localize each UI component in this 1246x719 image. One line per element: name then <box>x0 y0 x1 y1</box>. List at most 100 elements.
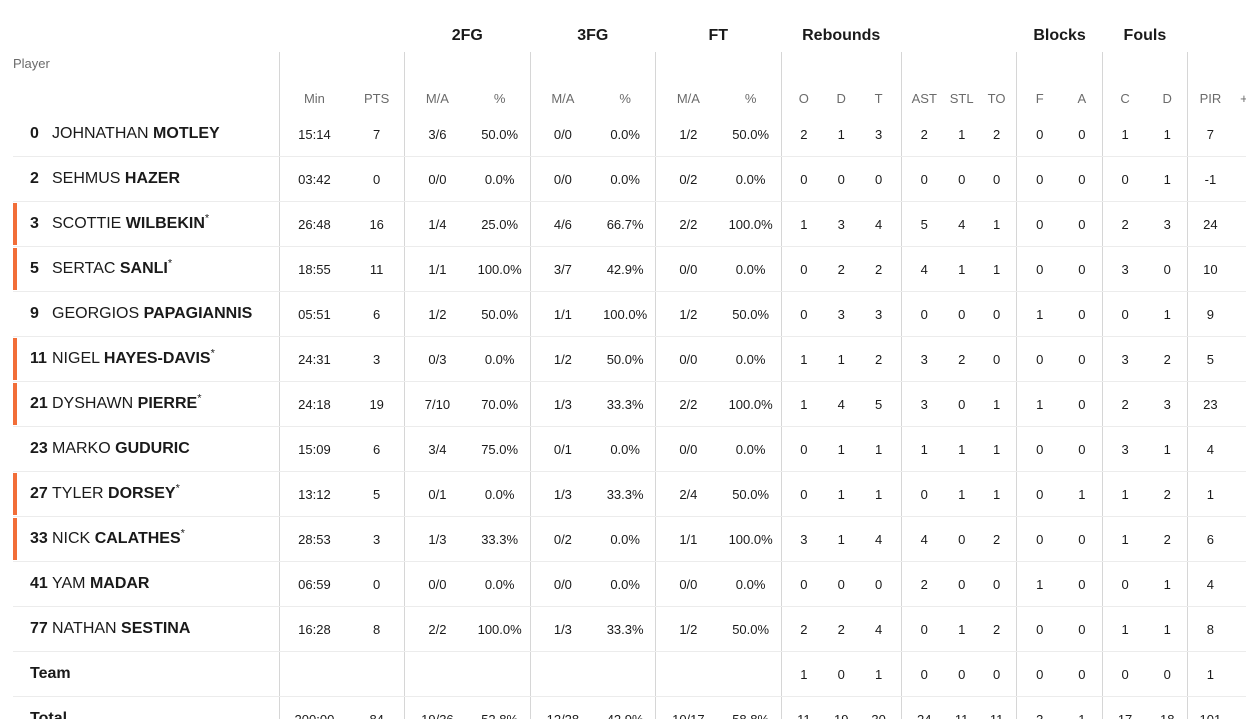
player-row[interactable]: 33 NICK CALATHES* 28:53 3 1/3 33.3% 0/2 0.0% 1/1… <box>13 516 1246 562</box>
stat-to: 0 <box>976 291 1017 337</box>
player-row[interactable]: 5 SERTAC SANLI* 18:55 11 1/1 100.0% 3/7 42.9% 0/… <box>13 246 1246 292</box>
col-3fg-pct[interactable]: % <box>619 91 631 106</box>
player-row[interactable]: 11 NIGEL HAYES-DAVIS* 24:31 3 0/3 0.0% 1/2 50.0… <box>13 336 1246 382</box>
stat-d: 1 <box>826 516 857 562</box>
player-row[interactable]: 27 TYLER DORSEY* 13:12 5 0/1 0.0% 1/3 33.3% 2/4 5… <box>13 471 1246 517</box>
stat-fg2_ma: 1/3 <box>404 516 470 562</box>
stat-fc: 3 <box>1101 246 1148 292</box>
stat-fc: 2 <box>1101 201 1148 247</box>
col-ft-ma[interactable]: M/A <box>654 52 721 112</box>
player-number: 11 <box>30 350 47 367</box>
stat-fd: 1 <box>1147 561 1188 607</box>
col-pir[interactable]: PIR <box>1187 52 1233 112</box>
col-2fg-pct[interactable]: % <box>493 91 506 106</box>
stat-bf: 0 <box>1016 246 1063 292</box>
col-min[interactable]: Min <box>278 52 350 112</box>
col-blk-a[interactable]: A <box>1077 91 1087 106</box>
player-row[interactable]: 3 SCOTTIE WILBEKIN* 26:48 16 1/4 25.0% 4/6 66.7… <box>13 201 1246 247</box>
starter-marker <box>13 248 17 290</box>
col-reb-o[interactable]: O <box>780 52 827 112</box>
stat-to: 1 <box>976 201 1017 247</box>
player-name-cell: 33 NICK CALATHES* <box>13 516 280 562</box>
group-header-row: 2FG 3FG FT Rebounds Blocks Fouls <box>13 18 1246 52</box>
player-number: 41 <box>30 575 48 592</box>
stat-ft_ma: 1/1 <box>654 516 721 562</box>
player-row[interactable]: 77 NATHAN SESTINA 16:28 8 2/2 100.0% 1/3 33.3% 1… <box>13 606 1246 652</box>
col-stl[interactable]: STL <box>949 91 974 106</box>
stat-fg3_ma: 4/6 <box>529 201 596 247</box>
stat-fg3_pct: 33.3% <box>595 606 656 652</box>
stat-fg2_ma <box>404 651 470 697</box>
player-number: 33 <box>30 530 48 547</box>
col-reb-d[interactable]: D <box>836 91 846 106</box>
stat-fg3_pct: 42.9% <box>595 246 656 292</box>
stat-fg3_ma <box>529 651 596 697</box>
player-last-name: CALATHES <box>94 530 181 547</box>
col-ft-pct[interactable]: % <box>744 91 757 106</box>
stat-fd: 1 <box>1147 606 1188 652</box>
starter-asterisk: * <box>180 527 185 540</box>
player-row[interactable]: 41 YAM MADAR 06:59 0 0/0 0.0% 0/0 0.0% 0/0 0.0% 0 0… <box>13 561 1246 607</box>
stat-d: 4 <box>826 381 857 427</box>
col-2fg-ma[interactable]: M/A <box>404 52 470 112</box>
col-player[interactable]: Player <box>13 56 50 71</box>
box-score-table: 2FG 3FG FT Rebounds Blocks Fouls Player … <box>13 18 1246 719</box>
stat-fg3_ma: 1/3 <box>529 381 596 427</box>
player-first-name: GEORGIOS <box>52 305 140 322</box>
player-row[interactable]: 0 JOHNATHAN MOTLEY 15:14 7 3/6 50.0% 0/0 0.0% 1/… <box>13 112 1246 157</box>
stat-ft_ma: 10/17 <box>654 696 721 719</box>
stat-d: 0 <box>826 561 857 607</box>
col-reb-t[interactable]: T <box>874 91 883 106</box>
stat-pts: 19 <box>349 381 405 427</box>
stat-fg3_ma: 1/2 <box>529 336 596 382</box>
stat-to: 2 <box>976 112 1017 157</box>
col-pts[interactable]: PTS <box>364 91 390 106</box>
stat-ft_pct: 58.8% <box>732 711 770 719</box>
col-foul-d[interactable]: D <box>1162 91 1172 106</box>
stat-t: 2 <box>856 246 902 292</box>
player-first-name: TYLER <box>52 485 104 502</box>
stat-min: 15:09 <box>278 426 350 472</box>
stat-d: 3 <box>826 201 857 247</box>
col-plus-minus[interactable]: +/- <box>1240 91 1246 106</box>
stat-pm <box>1232 561 1246 607</box>
stat-ft_pct: 0.0% <box>720 156 781 202</box>
stat-ast: 5 <box>900 201 947 247</box>
col-ast[interactable]: AST <box>900 52 947 112</box>
stat-bf: 0 <box>1016 426 1063 472</box>
stat-ft_ma: 0/2 <box>654 156 721 202</box>
stat-stl: 0 <box>946 516 977 562</box>
stat-pir: 1 <box>1187 471 1233 517</box>
stat-to: 11 <box>989 711 1004 719</box>
col-3fg-ma[interactable]: M/A <box>529 52 596 112</box>
stat-pts: 0 <box>349 561 405 607</box>
player-first-name: NATHAN <box>52 620 117 637</box>
player-name-cell: 77 NATHAN SESTINA <box>13 606 280 652</box>
stat-t: 0 <box>856 561 902 607</box>
stat-pir: 23 <box>1187 381 1233 427</box>
stat-pts: 6 <box>349 426 405 472</box>
player-row[interactable]: 23 MARKO GUDURIC 15:09 6 3/4 75.0% 0/1 0.0% 0/0 0… <box>13 426 1246 472</box>
player-name-cell: 21 DYSHAWN PIERRE* <box>13 381 280 427</box>
stat-fg2_pct: 33.3% <box>469 516 531 562</box>
stat-d: 0 <box>826 156 857 202</box>
stat-stl: 1 <box>946 246 977 292</box>
stat-t: 4 <box>856 201 902 247</box>
col-foul-c[interactable]: C <box>1101 52 1148 112</box>
stat-fg2_ma: 0/0 <box>404 561 470 607</box>
stat-ft_pct: 100.0% <box>720 381 781 427</box>
player-row[interactable]: 9 GEORGIOS PAPAGIANNIS 05:51 6 1/2 50.0% 1/1 10… <box>13 291 1246 337</box>
stat-pts: 84 <box>369 711 384 719</box>
player-row[interactable]: 2 SEHMUS HAZER 03:42 0 0/0 0.0% 0/0 0.0% 0/2 0.0%… <box>13 156 1246 202</box>
player-row[interactable]: 21 DYSHAWN PIERRE* 24:18 19 7/10 70.0% 1/3 33.3… <box>13 381 1246 427</box>
player-first-name: SCOTTIE <box>52 215 122 232</box>
player-number: 2 <box>30 170 39 187</box>
stat-to: 0 <box>976 156 1017 202</box>
starter-marker <box>13 383 17 425</box>
stat-min: 13:12 <box>278 471 350 517</box>
col-to[interactable]: TO <box>987 91 1006 106</box>
col-blk-f[interactable]: F <box>1016 52 1063 112</box>
player-name-cell: 11 NIGEL HAYES-DAVIS* <box>13 336 280 382</box>
group-fouls: Fouls <box>1123 27 1167 44</box>
